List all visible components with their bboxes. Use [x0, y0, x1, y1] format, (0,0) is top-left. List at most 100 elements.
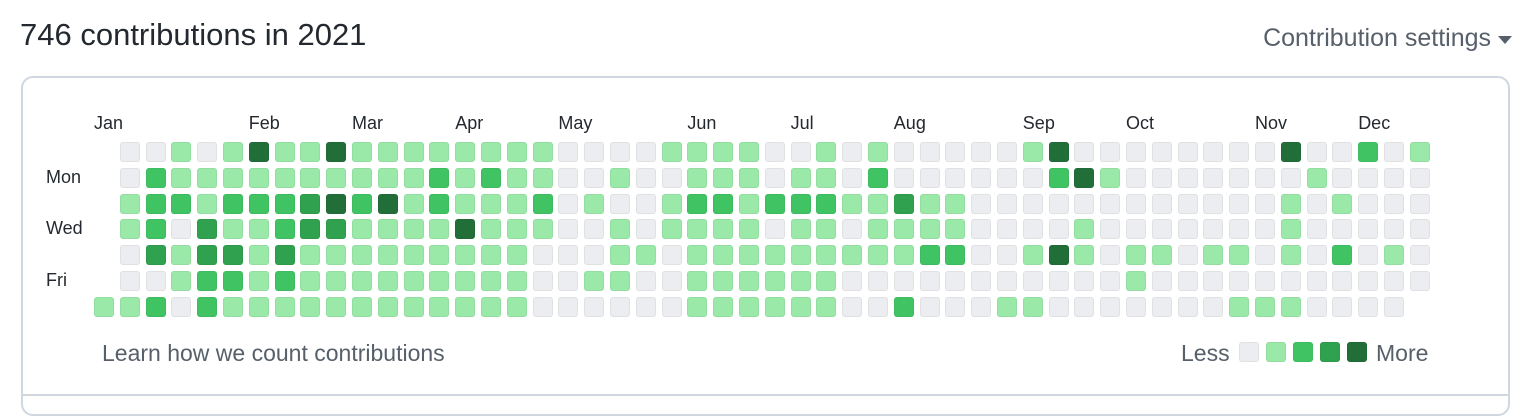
contribution-cell[interactable] [971, 271, 992, 291]
contribution-cell[interactable] [1229, 271, 1250, 291]
contribution-cell[interactable] [377, 296, 398, 317]
contribution-cell[interactable] [223, 271, 243, 291]
contribution-cell[interactable] [868, 219, 888, 240]
contribution-cell[interactable] [1306, 167, 1327, 188]
contribution-cell[interactable] [429, 193, 450, 214]
contribution-cell[interactable] [893, 219, 914, 240]
contribution-cell[interactable] [1332, 193, 1353, 214]
contribution-cell[interactable] [300, 219, 321, 240]
contribution-cell[interactable] [532, 167, 553, 188]
contribution-cell[interactable] [455, 167, 476, 188]
contribution-cell[interactable] [1203, 167, 1224, 188]
contribution-cell[interactable] [274, 245, 295, 266]
contribution-cell[interactable] [352, 219, 372, 240]
contribution-cell[interactable] [1255, 245, 1275, 266]
contribution-cell[interactable] [1358, 271, 1379, 291]
contribution-cell[interactable] [868, 271, 888, 291]
contribution-cell[interactable] [739, 219, 759, 240]
contribution-cell[interactable] [1126, 245, 1146, 266]
contribution-cell[interactable] [455, 245, 476, 266]
contribution-cell[interactable] [945, 219, 966, 240]
contribution-cell[interactable] [1332, 245, 1353, 266]
contribution-cell[interactable] [506, 296, 527, 317]
contribution-cell[interactable] [661, 296, 682, 317]
contribution-cell[interactable] [532, 296, 553, 317]
contribution-cell[interactable] [429, 219, 450, 240]
contribution-cell[interactable] [1151, 296, 1172, 317]
contribution-cell[interactable] [481, 193, 501, 214]
contribution-cell[interactable] [1229, 245, 1250, 266]
contribution-cell[interactable] [1384, 296, 1404, 317]
contribution-cell[interactable] [584, 219, 605, 240]
contribution-cell[interactable] [816, 271, 837, 291]
contribution-cell[interactable] [352, 271, 372, 291]
contribution-cell[interactable] [1203, 193, 1224, 214]
contribution-cell[interactable] [145, 296, 166, 317]
contribution-cell[interactable] [739, 167, 759, 188]
contribution-cell[interactable] [1126, 219, 1146, 240]
contribution-cell[interactable] [1332, 271, 1353, 291]
contribution-cell[interactable] [197, 271, 218, 291]
contribution-cell[interactable] [197, 142, 218, 162]
contribution-cell[interactable] [223, 167, 243, 188]
contribution-cell[interactable] [997, 142, 1017, 162]
contribution-cell[interactable] [739, 271, 759, 291]
contribution-cell[interactable] [1022, 219, 1043, 240]
contribution-cell[interactable] [893, 142, 914, 162]
contribution-cell[interactable] [764, 167, 785, 188]
contribution-cell[interactable] [919, 271, 940, 291]
contribution-cell[interactable] [687, 271, 708, 291]
contribution-cell[interactable] [661, 219, 682, 240]
contribution-cell[interactable] [1100, 142, 1121, 162]
contribution-cell[interactable] [610, 142, 630, 162]
contribution-cell[interactable] [919, 219, 940, 240]
contribution-cell[interactable] [1229, 167, 1250, 188]
contribution-cell[interactable] [687, 245, 708, 266]
contribution-cell[interactable] [326, 219, 347, 240]
contribution-cell[interactable] [1203, 142, 1224, 162]
contribution-cell[interactable] [352, 142, 372, 162]
contribution-cell[interactable] [1151, 193, 1172, 214]
contribution-cell[interactable] [1022, 296, 1043, 317]
contribution-cell[interactable] [816, 245, 837, 266]
contribution-cell[interactable] [739, 193, 759, 214]
contribution-cell[interactable] [171, 142, 192, 162]
contribution-cell[interactable] [1100, 219, 1121, 240]
contribution-settings-dropdown[interactable]: Contribution settings [1263, 24, 1512, 53]
contribution-cell[interactable] [1126, 167, 1146, 188]
contribution-cell[interactable] [893, 271, 914, 291]
contribution-cell[interactable] [1229, 219, 1250, 240]
contribution-cell[interactable] [1048, 193, 1069, 214]
contribution-cell[interactable] [455, 296, 476, 317]
contribution-cell[interactable] [403, 167, 424, 188]
contribution-cell[interactable] [119, 142, 140, 162]
contribution-cell[interactable] [1126, 142, 1146, 162]
contribution-cell[interactable] [94, 296, 114, 317]
contribution-cell[interactable] [610, 193, 630, 214]
contribution-cell[interactable] [1306, 271, 1327, 291]
contribution-cell[interactable] [661, 142, 682, 162]
contribution-cell[interactable] [1100, 193, 1121, 214]
contribution-cell[interactable] [610, 167, 630, 188]
contribution-cell[interactable] [403, 296, 424, 317]
contribution-cell[interactable] [893, 193, 914, 214]
contribution-cell[interactable] [713, 271, 734, 291]
contribution-cell[interactable] [223, 219, 243, 240]
contribution-cell[interactable] [1358, 167, 1379, 188]
contribution-cell[interactable] [945, 245, 966, 266]
contribution-cell[interactable] [739, 245, 759, 266]
contribution-cell[interactable] [1074, 245, 1095, 266]
contribution-cell[interactable] [816, 167, 837, 188]
contribution-cell[interactable] [1280, 142, 1301, 162]
contribution-cell[interactable] [997, 219, 1017, 240]
contribution-cell[interactable] [1255, 167, 1275, 188]
contribution-cell[interactable] [429, 296, 450, 317]
contribution-cell[interactable] [971, 193, 992, 214]
contribution-cell[interactable] [248, 193, 269, 214]
contribution-cell[interactable] [274, 296, 295, 317]
contribution-cell[interactable] [713, 296, 734, 317]
contribution-cell[interactable] [274, 219, 295, 240]
contribution-cell[interactable] [764, 193, 785, 214]
contribution-cell[interactable] [377, 142, 398, 162]
contribution-cell[interactable] [790, 271, 811, 291]
